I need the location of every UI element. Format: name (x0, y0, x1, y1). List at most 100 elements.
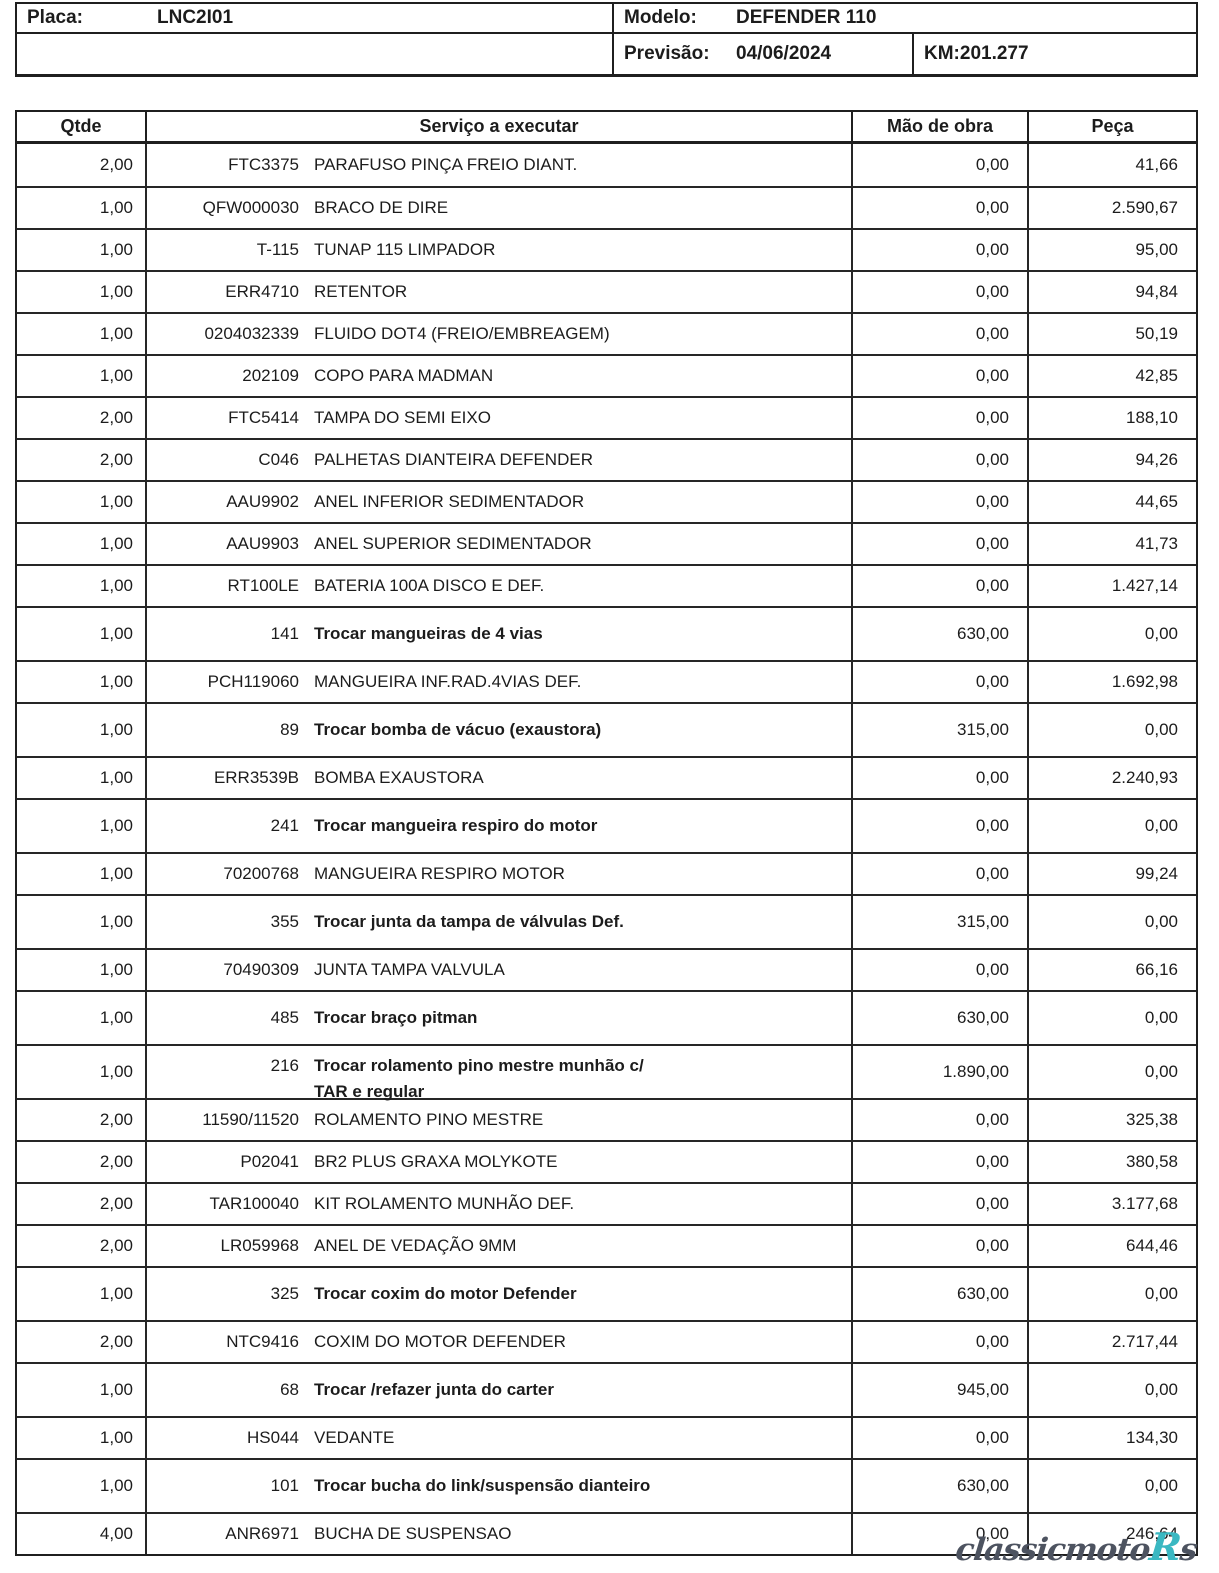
table-row: 1,00 325 Trocar coxim do motor Defender … (17, 1266, 1196, 1320)
modelo-cell: Modelo: DEFENDER 110 (612, 4, 1196, 32)
header-row-2: Previsão: 04/06/2024 KM:201.277 (17, 34, 1196, 74)
item-description: TAMPA DO SEMI EIXO (314, 408, 491, 427)
servico-cell: HS044 VEDANTE (145, 1418, 851, 1458)
table-row: 2,00 FTC3375 PARAFUSO PINÇA FREIO DIANT.… (17, 144, 1196, 186)
table-row: 1,00 70490309 JUNTA TAMPA VALVULA 0,00 6… (17, 948, 1196, 990)
item-description: JUNTA TAMPA VALVULA (314, 960, 505, 979)
qtde-cell: 1,00 (99, 1476, 133, 1495)
servico-cell: FTC3375 PARAFUSO PINÇA FREIO DIANT. (145, 144, 851, 186)
col-header-mao-de-obra: Mão de obra (851, 112, 1027, 141)
item-code: 0204032339 (204, 324, 299, 343)
mao-de-obra-cell: 0,00 (851, 314, 1027, 354)
item-description: BUCHA DE SUSPENSAO (314, 1524, 512, 1543)
item-description: Trocar junta da tampa de válvulas Def. (314, 912, 624, 931)
servico-cell: T-115 TUNAP 115 LIMPADOR (145, 230, 851, 270)
item-code: HS044 (247, 1428, 299, 1447)
servico-cell: 89 Trocar bomba de vácuo (exaustora) (145, 704, 851, 756)
item-description: ANEL DE VEDAÇÃO 9MM (314, 1236, 517, 1255)
mao-de-obra-cell: 0,00 (851, 356, 1027, 396)
item-code: ERR4710 (225, 282, 299, 301)
mao-de-obra-cell: 630,00 (851, 608, 1027, 660)
servico-cell: 241 Trocar mangueira respiro do motor (145, 800, 851, 852)
servico-cell: 325 Trocar coxim do motor Defender (145, 1268, 851, 1320)
placa-value: LNC2I01 (157, 7, 234, 28)
servico-cell: ANR6971 BUCHA DE SUSPENSAO (145, 1514, 851, 1554)
col-header-qtde: Qtde (60, 116, 102, 136)
peca-cell: 2.717,44 (1027, 1322, 1196, 1362)
item-description: BRACO DE DIRE (314, 198, 449, 217)
item-description: ANEL INFERIOR SEDIMENTADOR (314, 492, 585, 511)
item-code: 325 (270, 1284, 299, 1303)
item-code: TAR100040 (209, 1194, 299, 1213)
previsao-km-cells: Previsão: 04/06/2024 KM:201.277 (612, 34, 1196, 74)
servico-cell: 355 Trocar junta da tampa de válvulas De… (145, 896, 851, 948)
servico-cell: 202109 COPO PARA MADMAN (145, 356, 851, 396)
table-row: 2,00 LR059968 ANEL DE VEDAÇÃO 9MM 0,00 6… (17, 1224, 1196, 1266)
qtde-cell: 1,00 (99, 768, 133, 787)
table-row: 2,00 11590/11520 ROLAMENTO PINO MESTRE 0… (17, 1098, 1196, 1140)
mao-de-obra-cell: 0,00 (851, 524, 1027, 564)
mao-de-obra-cell: 630,00 (851, 1268, 1027, 1320)
table-body: 2,00 FTC3375 PARAFUSO PINÇA FREIO DIANT.… (17, 144, 1196, 1554)
mao-de-obra-cell: 0,00 (851, 482, 1027, 522)
item-code: 355 (270, 912, 299, 931)
table-row: 2,00 C046 PALHETAS DIANTEIRA DEFENDER 0,… (17, 438, 1196, 480)
previsao-value: 04/06/2024 (736, 43, 832, 64)
mao-de-obra-cell: 0,00 (851, 272, 1027, 312)
mao-de-obra-cell: 0,00 (851, 1226, 1027, 1266)
mao-de-obra-cell: 945,00 (851, 1364, 1027, 1416)
table-row: 1,00 ERR4710 RETENTOR 0,00 94,84 (17, 270, 1196, 312)
item-description: COPO PARA MADMAN (314, 366, 494, 385)
item-code: 11590/11520 (202, 1110, 299, 1129)
table-row: 2,00 P02041 BR2 PLUS GRAXA MOLYKOTE 0,00… (17, 1140, 1196, 1182)
qtde-cell: 2,00 (99, 1194, 133, 1213)
qtde-cell: 1,00 (99, 960, 133, 979)
item-code: 241 (270, 816, 299, 835)
qtde-cell: 2,00 (99, 1110, 133, 1129)
mao-de-obra-cell: 0,00 (851, 144, 1027, 186)
qtde-cell: 1,00 (99, 240, 133, 259)
item-description: Trocar bomba de vácuo (exaustora) (314, 720, 602, 739)
qtde-cell: 1,00 (99, 624, 133, 643)
col-header-peca: Peça (1027, 112, 1196, 141)
item-description: Trocar mangueira respiro do motor (314, 816, 598, 835)
item-description: Trocar bucha do link/suspensão dianteiro (314, 1476, 651, 1495)
table-row: 1,00 HS044 VEDANTE 0,00 134,30 (17, 1416, 1196, 1458)
item-code: 89 (280, 720, 299, 739)
servico-cell: FTC5414 TAMPA DO SEMI EIXO (145, 398, 851, 438)
peca-cell: 0,00 (1027, 1364, 1196, 1416)
qtde-cell: 2,00 (99, 1332, 133, 1351)
qtde-cell: 1,00 (99, 282, 133, 301)
item-code: FTC5414 (228, 408, 299, 427)
mao-de-obra-cell: 0,00 (851, 758, 1027, 798)
mao-de-obra-cell: 315,00 (851, 896, 1027, 948)
qtde-cell: 1,00 (99, 492, 133, 511)
qtde-cell: 1,00 (99, 576, 133, 595)
km-value: KM:201.277 (924, 43, 1029, 64)
servico-cell: NTC9416 COXIM DO MOTOR DEFENDER (145, 1322, 851, 1362)
item-description: VEDANTE (314, 1428, 395, 1447)
item-code: 216 (270, 1056, 299, 1075)
table-row: 1,00 241 Trocar mangueira respiro do mot… (17, 798, 1196, 852)
peca-cell: 0,00 (1027, 608, 1196, 660)
servico-cell: 0204032339 FLUIDO DOT4 (FREIO/EMBREAGEM) (145, 314, 851, 354)
item-description: Trocar rolamento pino mestre munhão c/ (314, 1056, 644, 1075)
vehicle-info-header: Placa: LNC2I01 Modelo: DEFENDER 110 Prev… (15, 2, 1198, 77)
item-code: LR059968 (220, 1236, 299, 1255)
table-row: 2,00 FTC5414 TAMPA DO SEMI EIXO 0,00 188… (17, 396, 1196, 438)
previsao-label: Previsão: (624, 43, 710, 64)
empty-cell (17, 34, 612, 74)
item-code: 485 (270, 1008, 299, 1027)
servico-cell: 216 Trocar rolamento pino mestre munhão … (145, 1046, 851, 1098)
peca-cell: 2.590,67 (1027, 188, 1196, 228)
table-row: 1,00 141 Trocar mangueiras de 4 vias 630… (17, 606, 1196, 660)
table-row: 1,00 89 Trocar bomba de vácuo (exaustora… (17, 702, 1196, 756)
table-row: 1,00 202109 COPO PARA MADMAN 0,00 42,85 (17, 354, 1196, 396)
item-code: 141 (270, 624, 299, 643)
qtde-cell: 1,00 (99, 1380, 133, 1399)
peca-cell: 0,00 (1027, 992, 1196, 1044)
table-row: 1,00 355 Trocar junta da tampa de válvul… (17, 894, 1196, 948)
item-code: AAU9903 (226, 534, 299, 553)
item-description: TUNAP 115 LIMPADOR (314, 240, 496, 259)
servico-cell: C046 PALHETAS DIANTEIRA DEFENDER (145, 440, 851, 480)
